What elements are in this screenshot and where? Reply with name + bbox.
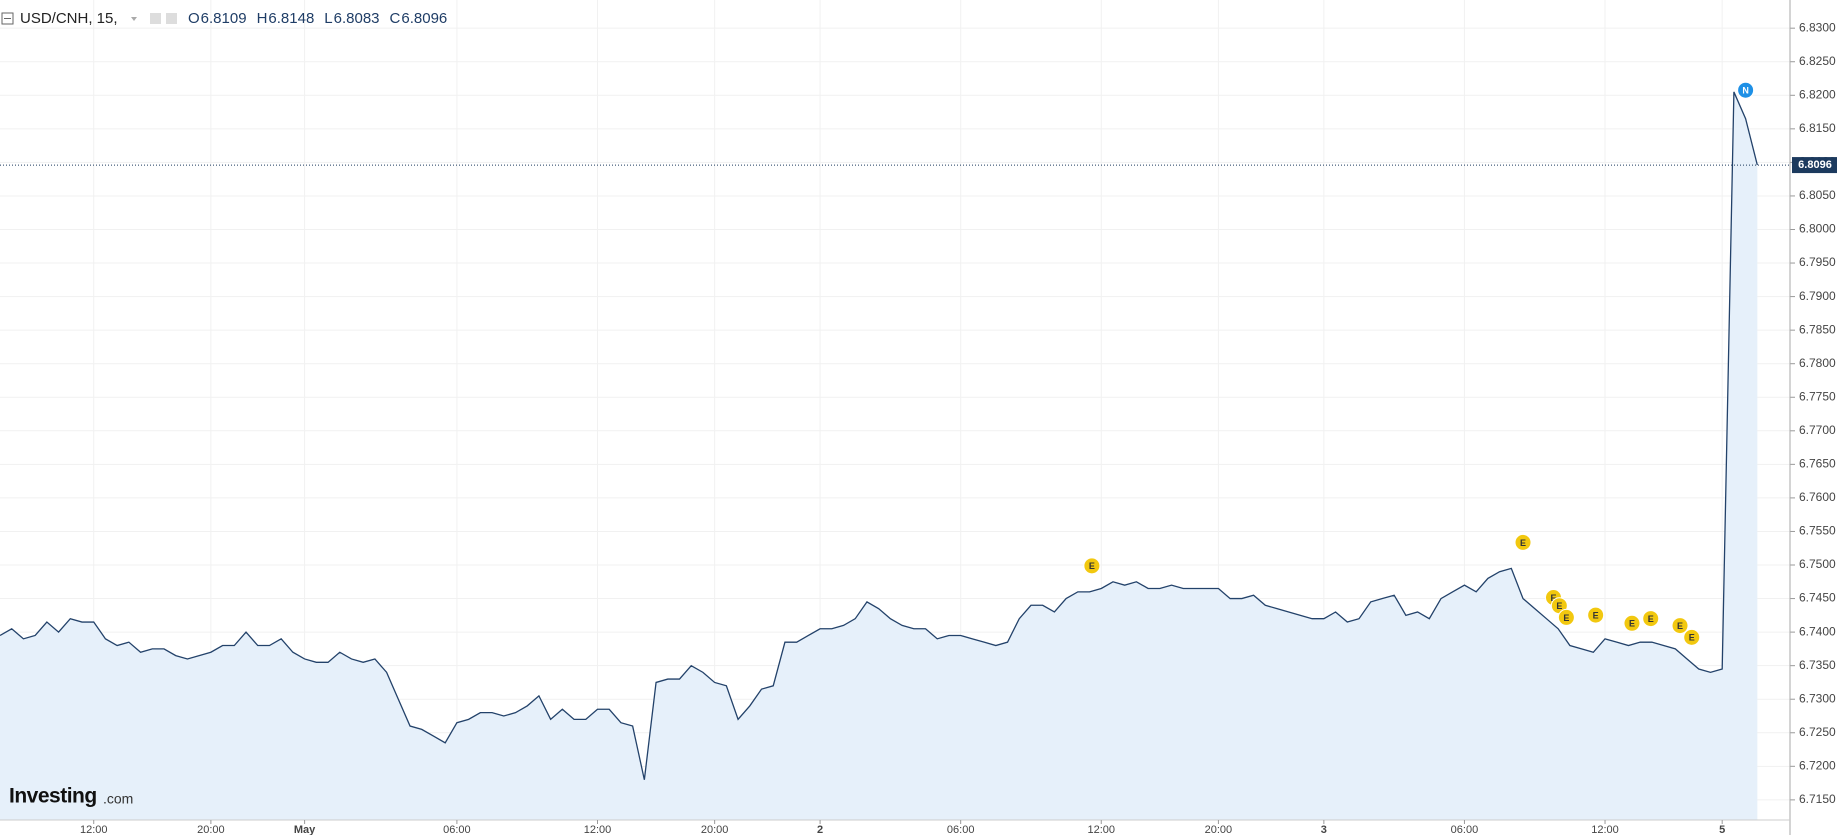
- x-tick-label: 06:00: [443, 824, 471, 835]
- event-marker[interactable]: [1514, 533, 1532, 551]
- header: USD/CNH, 15, O 6.8109 H 6.8148 L 6.8083 C 6.809…: [1, 10, 447, 27]
- y-tick-label: 6.7550: [1799, 524, 1836, 538]
- event-marker-label: E: [1089, 561, 1095, 571]
- event-marker-label: E: [1550, 593, 1556, 603]
- ohlc-label: H: [257, 10, 268, 27]
- y-tick-label: 6.7400: [1799, 624, 1836, 638]
- ohlc-value: 6.8083: [334, 10, 380, 27]
- y-tick-label: 6.7800: [1799, 356, 1836, 370]
- y-tick-label: 6.7500: [1799, 557, 1836, 571]
- y-tick-label: 6.8250: [1799, 54, 1836, 68]
- ohlc-value: 6.8109: [201, 10, 247, 27]
- y-tick-label: 6.8150: [1799, 121, 1836, 135]
- x-tick-label: 5: [1719, 824, 1725, 835]
- x-tick-label: 06:00: [947, 824, 975, 835]
- settings-icon[interactable]: [150, 13, 161, 24]
- x-tick-label: 12:00: [1591, 824, 1619, 835]
- event-marker-label: E: [1520, 538, 1526, 548]
- last-price-label: 6.8096: [1798, 159, 1832, 171]
- y-tick-label: 6.8050: [1799, 188, 1836, 202]
- event-marker[interactable]: [1623, 614, 1641, 632]
- y-tick-label: 6.7250: [1799, 725, 1836, 739]
- ohlc-label: L: [324, 10, 332, 27]
- y-tick-label: 6.7300: [1799, 691, 1836, 705]
- symbol: USD/CNH, 15,: [20, 10, 118, 27]
- y-tick-label: 6.8200: [1799, 87, 1836, 101]
- x-tick-label: 12:00: [1087, 824, 1115, 835]
- x-tick-label: 20:00: [197, 824, 225, 835]
- close-icon[interactable]: [166, 13, 177, 24]
- event-marker-label: E: [1563, 613, 1569, 623]
- ohlc: O 6.8109 H 6.8148 L 6.8083 C 6.8096: [188, 10, 447, 27]
- event-marker[interactable]: [1557, 608, 1575, 626]
- price-line: [0, 91, 1758, 780]
- event-marker[interactable]: [1083, 557, 1101, 575]
- y-tick-label: 6.7200: [1799, 758, 1836, 772]
- brand-name: Investing: [9, 785, 97, 808]
- x-tick-label: 20:00: [701, 824, 729, 835]
- collapse-icon[interactable]: [1, 12, 14, 25]
- ohlc-value: 6.8148: [268, 10, 314, 27]
- brand-suffix: .com: [103, 791, 133, 807]
- last-price-box: [1792, 157, 1837, 174]
- y-tick-label: 6.7850: [1799, 322, 1836, 336]
- y-tick-label: 6.7150: [1799, 792, 1836, 806]
- event-marker[interactable]: [1671, 617, 1689, 635]
- event-marker[interactable]: [1642, 610, 1660, 628]
- x-tick-label: 3: [1321, 824, 1327, 835]
- plot: [0, 91, 1790, 820]
- event-marker-label: E: [1556, 601, 1562, 611]
- y-tick-label: 6.7350: [1799, 658, 1836, 672]
- x-tick-label: 06:00: [1451, 824, 1479, 835]
- x-tick-label: 12:00: [80, 824, 108, 835]
- y-tick-label: 6.7950: [1799, 255, 1836, 269]
- event-marker-label: E: [1689, 633, 1695, 643]
- event-marker[interactable]: [1737, 81, 1755, 99]
- x-tick-label: 20:00: [1205, 824, 1233, 835]
- y-tick-label: 6.7450: [1799, 591, 1836, 605]
- dropdown-icon[interactable]: [131, 17, 137, 21]
- event-marker-label: N: [1742, 86, 1749, 96]
- event-marker-label: E: [1648, 614, 1654, 624]
- y-tick-label: 6.7600: [1799, 490, 1836, 504]
- y-tick-label: 6.8300: [1799, 20, 1836, 34]
- x-tick-label: May: [294, 824, 316, 835]
- event-marker-label: E: [1677, 621, 1683, 631]
- y-tick-label: 6.7700: [1799, 423, 1836, 437]
- y-tick-label: 6.7650: [1799, 457, 1836, 471]
- x-tick-label: 12:00: [584, 824, 612, 835]
- event-marker-label: E: [1593, 610, 1599, 620]
- ohlc-label: O: [188, 10, 200, 27]
- event-marker-label: E: [1629, 619, 1635, 629]
- event-marker[interactable]: [1683, 628, 1701, 646]
- ohlc-label: C: [390, 10, 401, 27]
- event-marker[interactable]: [1587, 606, 1605, 624]
- ohlc-value: 6.8096: [401, 10, 447, 27]
- x-tick-label: 2: [817, 824, 823, 835]
- area: [0, 91, 1758, 820]
- brand: Investing .com: [9, 785, 133, 808]
- y-tick-label: 6.8000: [1799, 222, 1836, 236]
- y-tick-label: 6.7900: [1799, 289, 1836, 303]
- y-tick-label: 6.7750: [1799, 389, 1836, 403]
